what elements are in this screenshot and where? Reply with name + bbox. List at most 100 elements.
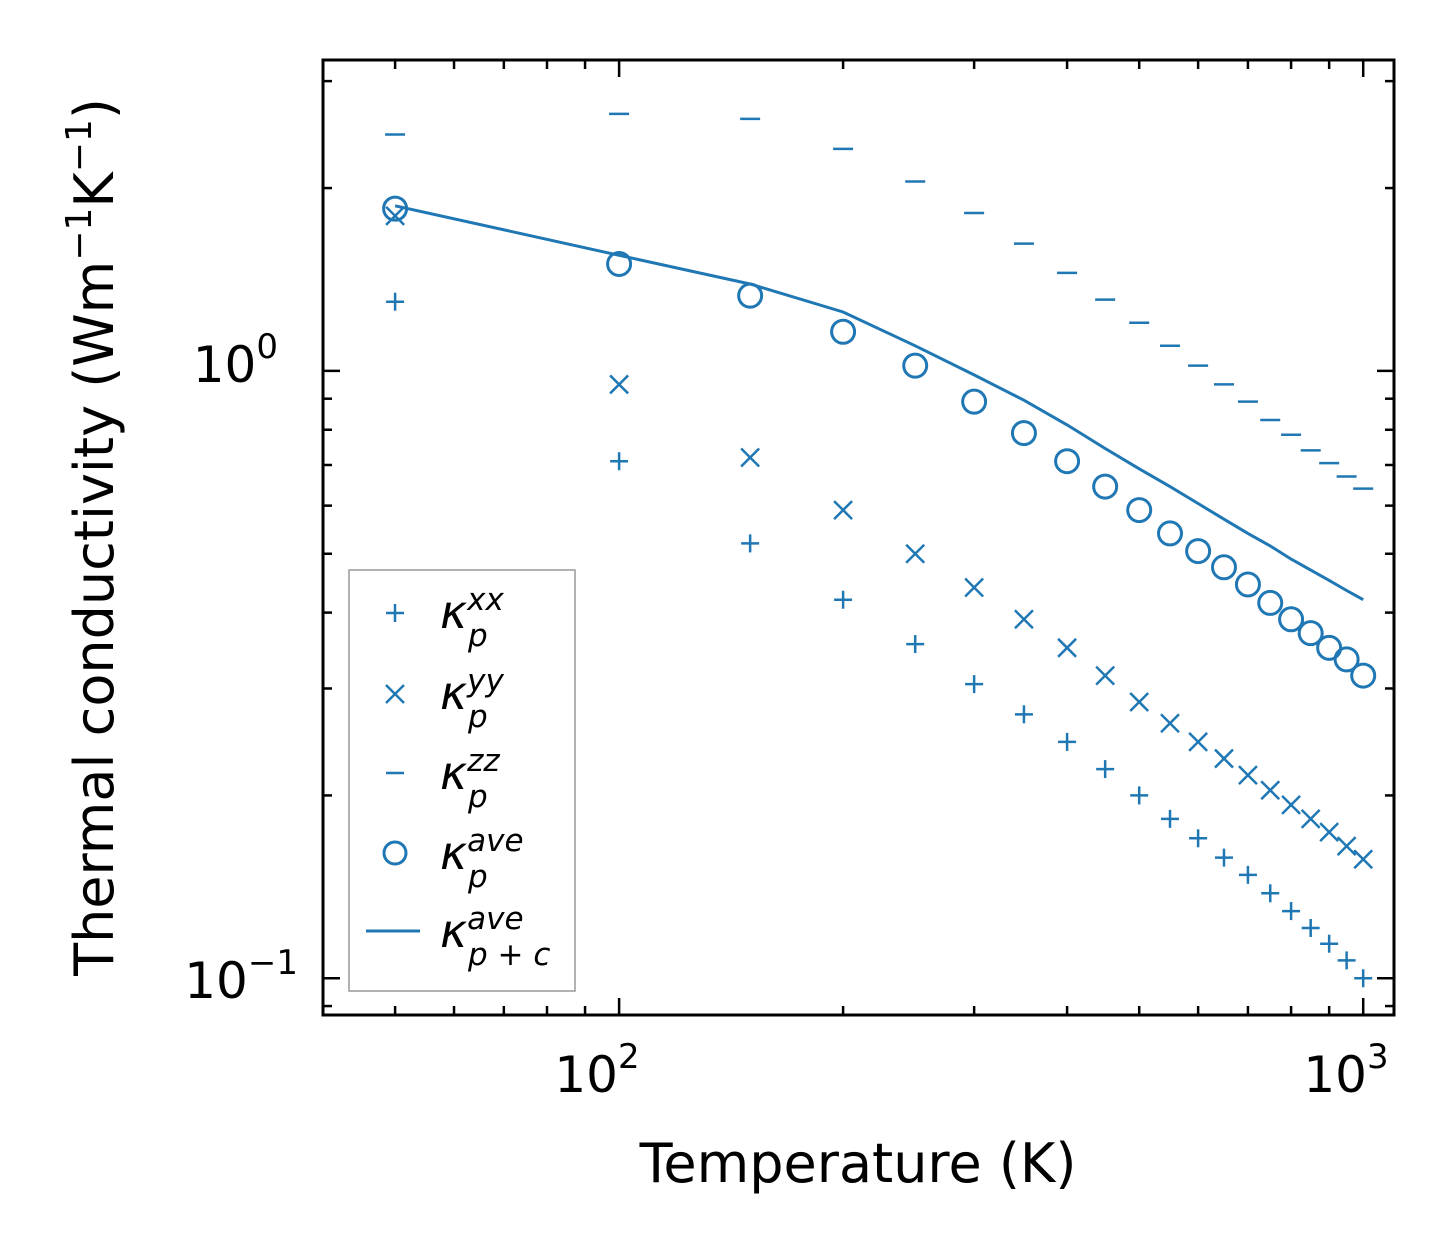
legend-box <box>348 569 576 992</box>
point-kxx <box>1189 829 1208 848</box>
legend-label-kzz: κzz p <box>440 743 500 815</box>
point-kave <box>1210 554 1237 581</box>
x-axis-label: Temperature (K) <box>639 1132 1077 1195</box>
point-kyy-b <box>1057 637 1077 658</box>
point-kyy-b <box>1336 836 1357 857</box>
point-kyy <box>833 500 853 520</box>
series-kave_pc <box>394 204 1364 602</box>
point-kxx <box>1282 902 1301 921</box>
point-kave <box>1278 606 1305 633</box>
point-kyy <box>1319 822 1340 843</box>
point-kyy <box>1129 692 1150 712</box>
y-axis-label: Thermal conductivity (Wm−1K−1) <box>59 98 126 977</box>
y-tick-label-1: 100 <box>193 327 278 394</box>
point-kave <box>1185 538 1212 565</box>
point-kyy-b <box>964 577 985 598</box>
series-kzz <box>385 112 1374 490</box>
point-kxx <box>1320 934 1339 953</box>
point-kave <box>1126 497 1153 524</box>
point-kyy-b <box>1238 765 1258 786</box>
point-kyy <box>1095 665 1116 686</box>
point-kyy-b <box>609 374 629 395</box>
point-kyy <box>1353 849 1374 870</box>
point-kyy <box>1014 609 1034 630</box>
point-kxx <box>906 635 925 654</box>
point-kxx <box>1058 732 1077 751</box>
point-kyy <box>1281 794 1301 815</box>
point-kyy <box>1160 713 1180 734</box>
point-kyy-b <box>1214 748 1234 769</box>
x-tick-label-1000: 103 <box>1303 1037 1388 1104</box>
point-kyy-b <box>905 543 926 564</box>
point-kxx <box>1161 809 1180 828</box>
point-kxx <box>741 534 760 553</box>
series-kxx <box>386 292 1373 988</box>
point-kave <box>1157 520 1184 547</box>
point-kyy <box>1260 780 1281 801</box>
point-kyy <box>1188 732 1209 752</box>
point-kave <box>1350 662 1377 689</box>
line-kave_pc <box>394 204 1364 602</box>
point-kave <box>1054 448 1081 475</box>
point-kyy-b <box>1260 780 1281 801</box>
point-kyy-b <box>833 500 853 520</box>
point-kxx <box>1301 918 1320 937</box>
point-kyy <box>609 374 629 395</box>
point-kyy-b <box>1188 732 1209 752</box>
point-kyy <box>740 447 761 468</box>
point-kave <box>902 352 929 379</box>
point-kyy <box>1238 765 1258 786</box>
point-kave <box>1010 420 1037 447</box>
legend-label-kyy: κyy p <box>440 663 504 735</box>
point-kxx <box>1261 884 1280 903</box>
point-kxx <box>1014 705 1033 724</box>
point-kyy-b <box>740 447 761 468</box>
point-kxx <box>1130 786 1149 805</box>
legend-marker-kave <box>382 840 408 866</box>
legend-marker-kyy <box>385 684 405 704</box>
point-kave <box>1316 634 1343 661</box>
series-kyy <box>385 205 1374 870</box>
point-kave <box>1333 646 1360 673</box>
point-kyy-b <box>1300 808 1321 829</box>
legend-marker-kxx <box>386 604 404 622</box>
point-kxx <box>1354 969 1373 988</box>
y-tick-label-0.1: 10−1 <box>184 943 298 1010</box>
point-kyy-b <box>1129 692 1150 712</box>
point-kave <box>830 318 857 345</box>
point-kave <box>1234 571 1261 598</box>
point-kyy <box>964 577 985 598</box>
point-kyy <box>1336 836 1357 857</box>
point-kyy-b <box>385 205 405 226</box>
legend-label-kave-pc: κave p + c <box>440 901 550 973</box>
plot-frame <box>321 58 1396 1017</box>
point-kyy-b <box>1319 822 1340 843</box>
point-kyy <box>1300 808 1321 829</box>
point-kyy-b <box>1353 849 1374 870</box>
point-kyy-b <box>1014 609 1034 630</box>
point-kyy-b <box>1095 665 1116 686</box>
point-kyy <box>1057 637 1077 658</box>
point-kave <box>1092 473 1119 500</box>
series-kave <box>382 195 1377 689</box>
point-kxx <box>1238 865 1257 884</box>
x-tick-label-100: 102 <box>554 1037 639 1104</box>
legend-label-kave: κave p <box>440 823 524 895</box>
legend: κxx p κyy p κzz p κave p κave p + c <box>348 569 576 992</box>
point-kxx <box>834 590 853 609</box>
point-kxx <box>1096 760 1115 779</box>
point-kyy <box>905 543 926 564</box>
point-kave <box>1257 589 1284 616</box>
point-kave <box>606 250 633 277</box>
point-kyy <box>1214 748 1234 769</box>
point-kyy-b <box>1160 713 1180 734</box>
data-layer <box>382 112 1377 988</box>
point-kyy-b <box>1281 794 1301 815</box>
point-kxx <box>1214 848 1233 867</box>
point-kave <box>1297 620 1324 647</box>
point-kxx <box>1337 951 1356 970</box>
point-kxx <box>965 675 984 694</box>
point-kxx <box>386 292 405 311</box>
point-kave <box>961 388 988 415</box>
